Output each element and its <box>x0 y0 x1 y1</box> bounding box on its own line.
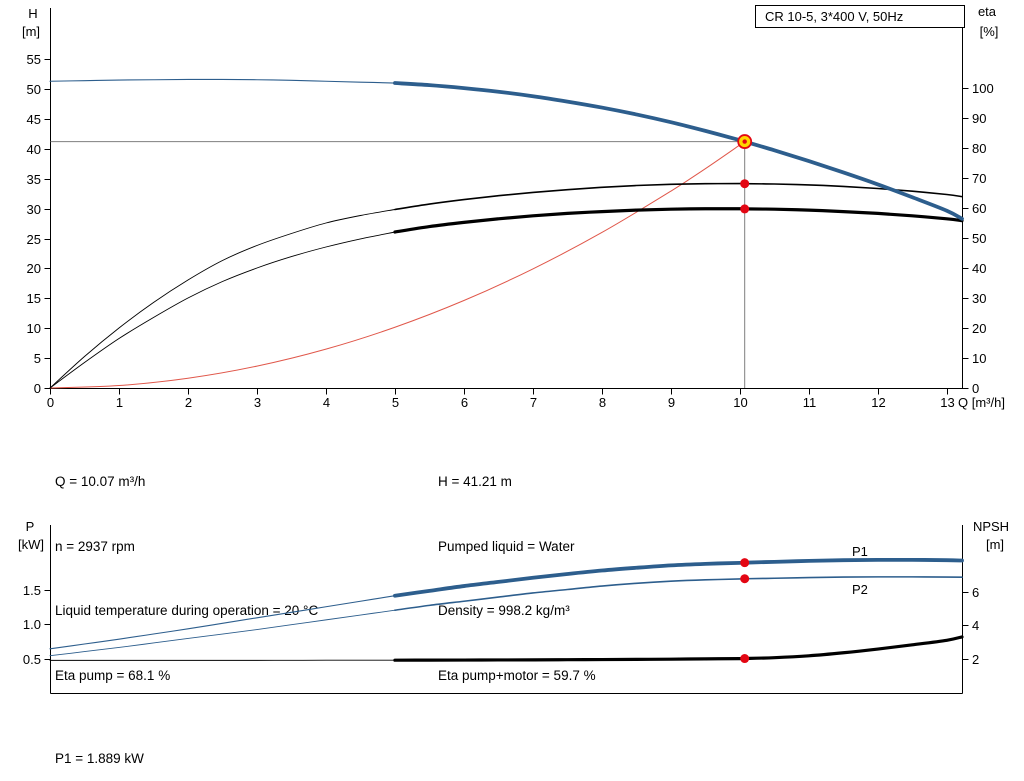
eta-pump-motor-curve <box>393 207 964 234</box>
y-right-tick-label: 4 <box>972 618 979 633</box>
y-left-tick-label: 35 <box>27 172 41 187</box>
p2-curve-label: P2 <box>852 582 868 597</box>
p2-curve-thin <box>49 609 396 657</box>
y-right-tick-label: 10 <box>972 351 986 366</box>
info-line-liquid: Pumped liquid = Water <box>438 538 575 554</box>
y-right-tick-label: 80 <box>972 141 986 156</box>
p1-curve-thin <box>49 595 396 650</box>
p-axis-label: P <box>26 519 35 534</box>
x-tick-label: 11 <box>803 395 817 410</box>
info-line-flow: Q = 10.07 m³/h <box>55 474 146 489</box>
p2-duty-dot <box>740 574 750 584</box>
y-left-tick-label: 30 <box>27 202 41 217</box>
y-left-tick-label: 10 <box>27 321 41 336</box>
y-right-tick-label: 20 <box>972 321 986 336</box>
y-left-tick-label: 20 <box>27 261 41 276</box>
y-left-tick-label: 50 <box>27 82 41 97</box>
y-right-tick-label: 50 <box>972 231 986 246</box>
y-left-tick-label: 45 <box>27 112 41 127</box>
info-line-p1: P1 = 1.889 kW <box>55 751 144 766</box>
power-info: P1 = 1.889 kW P2 = 1.656 kW NPSH = 2.04 … <box>55 705 149 781</box>
npsh-duty-dot <box>740 654 750 664</box>
y-right-tick-label: 6 <box>972 585 979 600</box>
eta-axis-label: eta <box>978 4 997 19</box>
info-line-speed: n = 2937 rpm <box>55 538 135 554</box>
y-left-tick-label: 25 <box>27 232 41 247</box>
eta-duty-dot-1 <box>740 179 750 189</box>
y-left-tick-label: 1.5 <box>23 583 41 598</box>
eta-duty-dot-2 <box>740 204 750 214</box>
eta-pump-motor-curve-thin <box>49 231 396 389</box>
y-right-tick-label: 40 <box>972 261 986 276</box>
p1-duty-dot <box>740 558 750 568</box>
duty-point-center <box>742 139 747 144</box>
qh-eta-chart: 0 1 2 3 4 5 6 7 8 9 10 11 12 130510152025303540455055… <box>22 4 1005 410</box>
eta-axis-unit: [%] <box>980 24 999 39</box>
y-right-tick-label: 90 <box>972 111 986 126</box>
duty-info-left: Q = 10.07 m³/h n = 2937 rpm Liquid tempe… <box>55 428 318 729</box>
info-line-eta-total: Eta pump+motor = 59.7 % <box>438 667 596 683</box>
x-tick-label: 7 <box>530 395 537 410</box>
npsh-axis-unit: [m] <box>986 537 1004 552</box>
info-line-density: Density = 998.2 kg/m³ <box>438 603 570 618</box>
y-left-tick-label: 15 <box>27 291 41 306</box>
y-left-tick-label: 0 <box>34 381 41 396</box>
y-right-tick-label: 30 <box>972 291 986 306</box>
pump-model-title: CR 10-5, 3*400 V, 50Hz <box>755 5 965 28</box>
x-tick-label: 9 <box>668 395 675 410</box>
x-tick-label: 4 <box>323 395 330 410</box>
x-tick-label: 13 <box>940 395 954 410</box>
info-line-temperature: Liquid temperature during operation = 20… <box>55 603 319 618</box>
q-axis-label: Q [m³/h] <box>958 395 1005 410</box>
power-npsh-chart: 0.5 1.0 1.5 2 4 6 P [kW] NPSH [m] P1 P2 <box>18 519 1009 694</box>
y-right-tick-label: 60 <box>972 201 986 216</box>
x-tick-label: 6 <box>461 395 468 410</box>
x-tick-label: 12 <box>871 395 885 410</box>
eta-pump-curve <box>394 182 963 211</box>
eta-pump-curve-thin <box>49 209 396 389</box>
y-left-tick-label: 40 <box>27 142 41 157</box>
h-axis-unit: [m] <box>22 24 40 39</box>
y-left-tick-label: 0.5 <box>23 652 41 667</box>
h-axis-label: H <box>28 6 37 21</box>
y-right-tick-label: 100 <box>972 81 994 96</box>
y-left-tick-label: 1.0 <box>23 617 41 632</box>
p1-curve <box>393 557 964 598</box>
y-left-tick-label: 5 <box>34 351 41 366</box>
duty-info-right: H = 41.21 m Pumped liquid = Water Densit… <box>438 428 596 729</box>
p2-curve <box>394 576 963 612</box>
y-right-tick-label: 2 <box>972 652 979 667</box>
y-right-tick-label: 0 <box>972 381 979 396</box>
x-tick-label: 10 <box>733 395 747 410</box>
x-tick-label: 8 <box>599 395 606 410</box>
x-tick-label: 1 <box>116 395 123 410</box>
x-tick-label: 5 <box>392 395 399 410</box>
p-axis-unit: [kW] <box>18 537 44 552</box>
head-curve-thin <box>49 78 396 84</box>
p1-curve-label: P1 <box>852 544 868 559</box>
x-tick-label: 2 <box>185 395 192 410</box>
y-right-tick-label: 70 <box>972 171 986 186</box>
head-curve <box>393 81 964 221</box>
x-tick-label: 3 <box>254 395 261 410</box>
info-line-head: H = 41.21 m <box>438 474 512 489</box>
y-left-tick-label: 55 <box>27 52 41 67</box>
info-line-eta-pump: Eta pump = 68.1 % <box>55 667 171 683</box>
npsh-curve <box>393 635 964 662</box>
x-tick-label: 0 <box>47 395 54 410</box>
npsh-axis-label: NPSH <box>973 519 1009 534</box>
system-curve <box>49 141 746 389</box>
